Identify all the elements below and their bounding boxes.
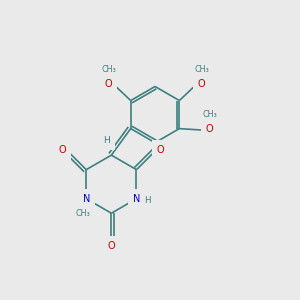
Text: N: N — [133, 194, 140, 204]
Text: O: O — [198, 79, 206, 88]
Text: CH₃: CH₃ — [194, 65, 209, 74]
Text: H: H — [103, 136, 110, 145]
Text: CH₃: CH₃ — [101, 65, 116, 74]
Text: O: O — [107, 241, 115, 251]
Text: CH₃: CH₃ — [75, 209, 90, 218]
Text: N: N — [82, 194, 90, 204]
Text: H: H — [145, 196, 151, 205]
Text: O: O — [58, 145, 66, 155]
Text: O: O — [157, 145, 164, 155]
Text: CH₃: CH₃ — [202, 110, 217, 119]
Text: O: O — [206, 124, 214, 134]
Text: O: O — [105, 79, 112, 88]
